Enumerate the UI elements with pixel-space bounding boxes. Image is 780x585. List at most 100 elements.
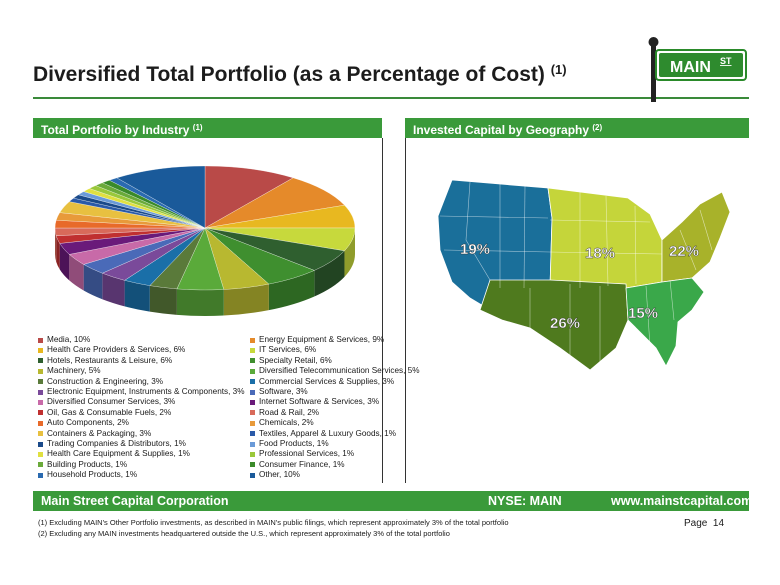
company-name: Main Street Capital Corporation (41, 494, 229, 508)
pie-slice-side-15 (55, 228, 57, 262)
pie-slice-side-6 (223, 284, 269, 316)
logo-main-text: MAIN (670, 59, 711, 76)
footnotes: (1) Excluding MAIN's Other Portfolio inv… (38, 517, 509, 539)
legend-label: Diversified Consumer Services, 3% (47, 397, 176, 407)
legend-swatch (38, 441, 43, 447)
page-title: Diversified Total Portfolio (as a Percen… (33, 62, 567, 87)
legend-item: Media, 10% (38, 335, 245, 345)
legend-swatch (250, 358, 255, 364)
legend-label: IT Services, 6% (259, 345, 317, 355)
map-state-lines (439, 181, 713, 366)
map-label-south-central: 26% (550, 315, 580, 332)
legend-column-right: Energy Equipment & Services, 9% IT Servic… (250, 335, 419, 480)
legend-swatch (250, 400, 255, 406)
legend-swatch (250, 441, 255, 447)
legend-label: Household Products, 1% (47, 470, 138, 480)
legend-item: Machinery, 5% (38, 366, 245, 376)
footnote-2: (2) Excluding any MAIN investments headq… (38, 529, 450, 538)
industry-pie-chart (54, 165, 356, 316)
map-label-midwest: 18% (585, 245, 615, 262)
page-title-note: (1) (550, 62, 567, 77)
legend-swatch (250, 431, 255, 437)
legend-label: Software, 3% (259, 386, 308, 396)
legend-label: Health Care Equipment & Supplies, 1% (47, 449, 190, 459)
pie-slice-side-10 (102, 273, 125, 307)
legend-swatch (38, 400, 43, 406)
legend-item: Health Care Providers & Services, 6% (38, 345, 245, 355)
legend-swatch (250, 368, 255, 374)
footnote-1: (1) Excluding MAIN's Other Portfolio inv… (38, 518, 509, 527)
legend-item: Textiles, Apparel & Luxury Goods, 1% (250, 429, 419, 439)
page-number-value: 14 (712, 518, 725, 529)
pie-slice-side-3 (344, 228, 355, 277)
legend-item: Food Products, 1% (250, 439, 419, 449)
legend-item: IT Services, 6% (250, 345, 419, 355)
main-street-sign-logo: MAIN ST (648, 37, 747, 102)
legend-label: Internet Software & Services, 3% (259, 397, 380, 407)
legend-swatch (250, 389, 255, 395)
legend-label: Commercial Services & Supplies, 3% (259, 376, 395, 386)
legend-item: Chemicals, 2% (250, 418, 419, 428)
map-region-southeast (625, 277, 705, 367)
legend-item: Energy Equipment & Services, 9% (250, 335, 419, 345)
pie-side-walls (55, 228, 355, 316)
legend-label: Trading Companies & Distributors, 1% (47, 438, 186, 448)
legend-item: Consumer Finance, 1% (250, 460, 419, 470)
map-label-west: 19% (460, 241, 490, 258)
legend-swatch (38, 451, 43, 457)
map-label-southeast: 15% (628, 305, 658, 322)
footer-bar: Main Street Capital Corporation NYSE: MA… (33, 491, 753, 511)
page-title-text: Diversified Total Portfolio (as a Percen… (33, 63, 545, 86)
legend-swatch (250, 472, 255, 478)
legend-swatch (38, 368, 43, 374)
website-link[interactable]: www.mainstcapital.com (611, 494, 753, 508)
legend-swatch (250, 337, 255, 343)
legend-column-left: Media, 10% Health Care Providers & Servic… (38, 335, 245, 480)
pie-slice-0 (204, 165, 294, 229)
geography-panel (405, 138, 750, 483)
legend-label: Containers & Packaging, 3% (47, 428, 152, 438)
legend-swatch (38, 410, 43, 416)
legend-label: Road & Rail, 2% (259, 407, 320, 417)
legend-label: Consumer Finance, 1% (259, 459, 345, 469)
ticker-symbol: NYSE: MAIN (488, 494, 562, 508)
legend-label: Hotels, Restaurants & Leisure, 6% (47, 355, 173, 365)
legend-item: Diversified Consumer Services, 3% (38, 397, 245, 407)
page-number: Page 14 (684, 518, 724, 529)
map-region-south-central (479, 279, 629, 371)
logo-st-text: ST (720, 56, 732, 66)
legend-item: Oil, Gas & Consumable Fuels, 2% (38, 408, 245, 418)
legend-swatch (38, 348, 43, 354)
industry-heading-text: Total Portfolio by Industry (41, 123, 190, 137)
legend-label: Chemicals, 2% (259, 418, 314, 428)
legend-label: Oil, Gas & Consumable Fuels, 2% (47, 407, 172, 417)
industry-panel (33, 138, 383, 483)
legend-label: Professional Services, 1% (259, 449, 355, 459)
legend-label: Other, 10% (259, 470, 300, 480)
legend-item: Health Care Equipment & Supplies, 1% (38, 449, 245, 459)
legend-item: Building Products, 1% (38, 460, 245, 470)
legend-item: Other, 10% (250, 470, 419, 480)
page-label: Page (684, 518, 708, 529)
pie-slice-side-4 (314, 250, 345, 297)
legend-label: Textiles, Apparel & Luxury Goods, 1% (259, 428, 396, 438)
legend-label: Energy Equipment & Services, 9% (259, 335, 385, 344)
legend-item: Containers & Packaging, 3% (38, 429, 245, 439)
legend-swatch (38, 462, 43, 468)
legend-item: Professional Services, 1% (250, 449, 419, 459)
legend-item: Hotels, Restaurants & Leisure, 6% (38, 356, 245, 366)
legend-swatch (250, 462, 255, 468)
legend-swatch (250, 451, 255, 457)
pie-slice-side-14 (56, 235, 60, 270)
legend-swatch (38, 358, 43, 364)
legend-label: Specialty Retail, 6% (259, 355, 332, 365)
legend-swatch (38, 420, 43, 426)
legend-item: Internet Software & Services, 3% (250, 397, 419, 407)
legend-swatch (250, 348, 255, 354)
legend-swatch (38, 472, 43, 478)
pie-slice-side-11 (83, 264, 103, 300)
legend-label: Auto Components, 2% (47, 418, 129, 428)
legend-item: Road & Rail, 2% (250, 408, 419, 418)
industry-panel-heading: Total Portfolio by Industry (1) (33, 118, 382, 138)
geography-heading-text: Invested Capital by Geography (413, 123, 590, 137)
